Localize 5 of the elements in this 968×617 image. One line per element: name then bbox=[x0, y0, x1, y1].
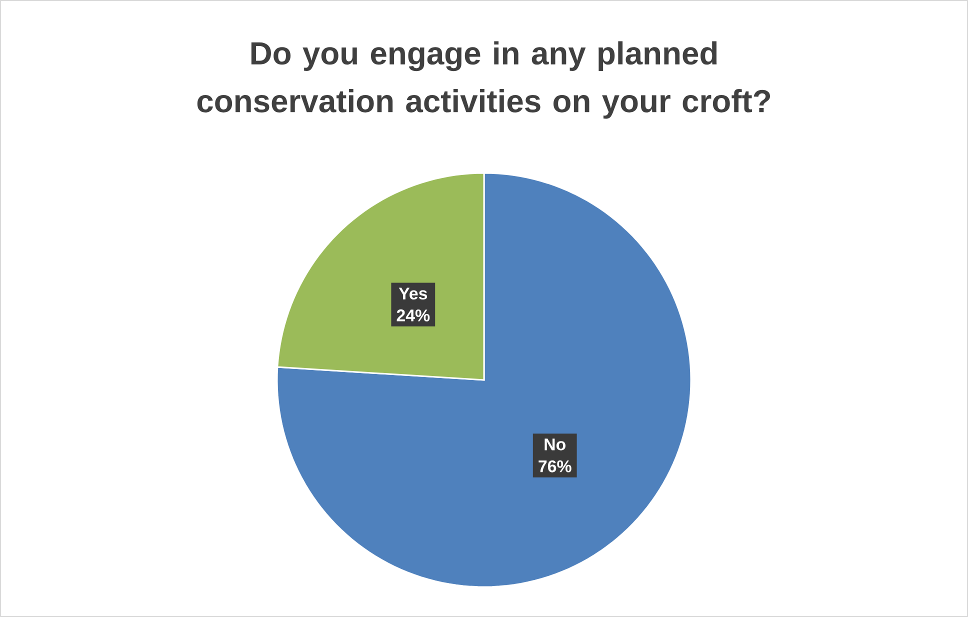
slice-label: No bbox=[544, 438, 566, 450]
chart-title: Do you engage in any planned conservation activities on your croft? bbox=[197, 41, 770, 119]
data-label: 24% bbox=[396, 309, 430, 322]
data-label: 76% bbox=[538, 460, 572, 472]
slice-label: Yes bbox=[398, 288, 428, 300]
